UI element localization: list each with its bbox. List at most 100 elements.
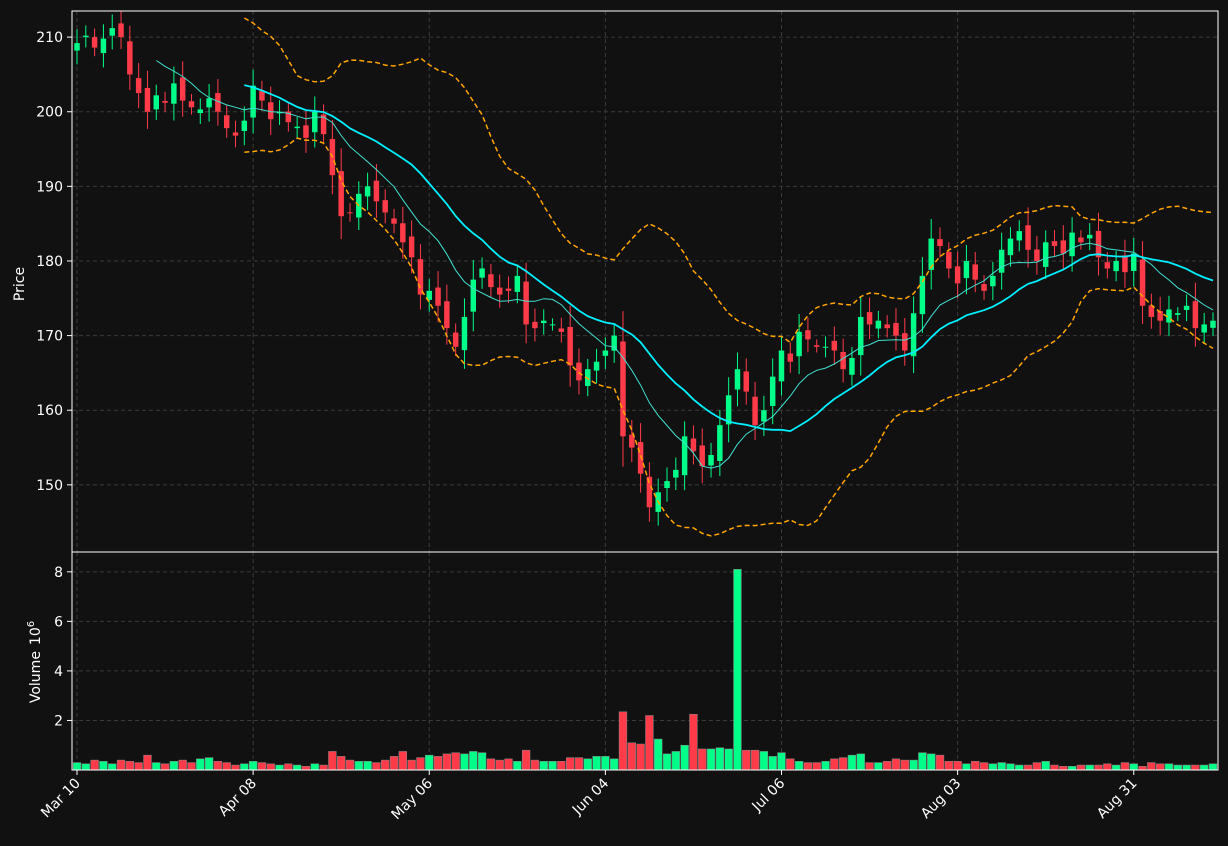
candle-body (294, 126, 300, 129)
volume-bar (169, 761, 179, 771)
candle-body (320, 114, 327, 135)
candle-body (822, 346, 829, 348)
volume-bar (433, 756, 443, 771)
x-tick-label: Jul 06 (749, 775, 789, 815)
volume-bar (248, 761, 258, 771)
candle-body (118, 23, 124, 38)
volume-bar (539, 761, 548, 771)
candle-body (1131, 253, 1137, 271)
volume-tick-label: 2 (54, 713, 63, 729)
candle-body (241, 120, 248, 132)
candle-body (127, 41, 133, 75)
candle-body (611, 335, 617, 351)
candle-body (303, 125, 309, 138)
volume-bar (1182, 764, 1191, 771)
candle-body (1016, 231, 1022, 241)
candle-body (1025, 225, 1031, 250)
volume-bar (1120, 762, 1130, 771)
volume-bar (742, 749, 751, 771)
candle-body (620, 341, 626, 437)
volume-bar (495, 759, 504, 771)
candle-body (910, 313, 917, 357)
volume-bar (513, 761, 522, 771)
volume-bar (116, 759, 126, 771)
volume-bar (381, 759, 390, 771)
volume-bar (927, 753, 936, 771)
volume-panel-border (71, 551, 1219, 771)
candle-body (858, 316, 864, 356)
volume-bar (363, 761, 372, 771)
candle-body (488, 274, 494, 288)
volume-bar (680, 744, 689, 771)
volume-bar (733, 569, 742, 771)
candle-body (787, 353, 794, 362)
candle-body (470, 279, 477, 312)
volume-bar (856, 753, 865, 771)
price-tick-label: 180 (36, 254, 63, 270)
volume-bar (768, 756, 777, 771)
volume-bar (81, 763, 90, 771)
candle-body (708, 454, 714, 466)
x-tick-label: Apr 08 (216, 776, 260, 820)
candle-body (954, 266, 961, 284)
candle-body (761, 410, 767, 422)
volume-tick-label: 8 (54, 565, 63, 581)
volume-bar (486, 758, 496, 771)
volume-bar (909, 759, 918, 771)
volume-bar (548, 761, 557, 771)
candle-body (444, 301, 450, 329)
volume-bar (979, 762, 989, 771)
volume-bar (231, 764, 240, 771)
candle-body (1201, 324, 1207, 333)
volume-bar (310, 763, 319, 771)
candle-body (479, 268, 485, 278)
candle-body (681, 436, 688, 476)
candle-body (1175, 313, 1181, 315)
candle-body (1183, 305, 1190, 310)
price-axis-label: Price (12, 267, 28, 301)
volume-bar (293, 764, 302, 771)
candle-body (805, 330, 811, 340)
candle-body (1086, 234, 1093, 239)
candle-body (347, 212, 353, 214)
volume-bar (328, 751, 337, 771)
volume-bar (601, 756, 610, 771)
candle-body (100, 38, 107, 54)
x-tick-label: Aug 31 (1094, 776, 1140, 822)
candle-body (902, 333, 908, 351)
candle-body (743, 371, 750, 392)
candle-body (400, 223, 406, 243)
candle-body (963, 260, 970, 279)
volume-bar (160, 763, 170, 771)
candle-body (505, 288, 512, 291)
volume-bar (935, 754, 945, 771)
candle-body (215, 93, 221, 112)
x-tick-label: Aug 03 (918, 776, 964, 822)
candle-body (875, 320, 882, 329)
volume-bar (372, 762, 381, 771)
volume-bar (574, 757, 584, 771)
candle-body (540, 320, 547, 324)
volume-bar (187, 762, 196, 771)
volume-bar (398, 751, 407, 771)
candle-body (928, 238, 934, 270)
volume-bar (565, 757, 575, 771)
volume-bar (275, 764, 284, 771)
candle-body (840, 351, 846, 370)
volume-bar (865, 762, 874, 771)
volume-bar (442, 753, 452, 771)
volume-bar (72, 762, 82, 771)
x-tick-label: Mar 10 (38, 776, 84, 822)
candle-body (426, 290, 432, 300)
candle-body (1095, 230, 1102, 258)
volume-bar (988, 763, 997, 771)
volume-bar (583, 758, 592, 771)
candle-body (1166, 309, 1172, 323)
candle-body (593, 361, 600, 371)
candle-body (338, 171, 344, 217)
candle-body (919, 275, 926, 315)
candle-body (153, 95, 159, 110)
candle-body (699, 445, 705, 467)
candle-body (629, 434, 635, 448)
volume-bar (557, 761, 566, 771)
